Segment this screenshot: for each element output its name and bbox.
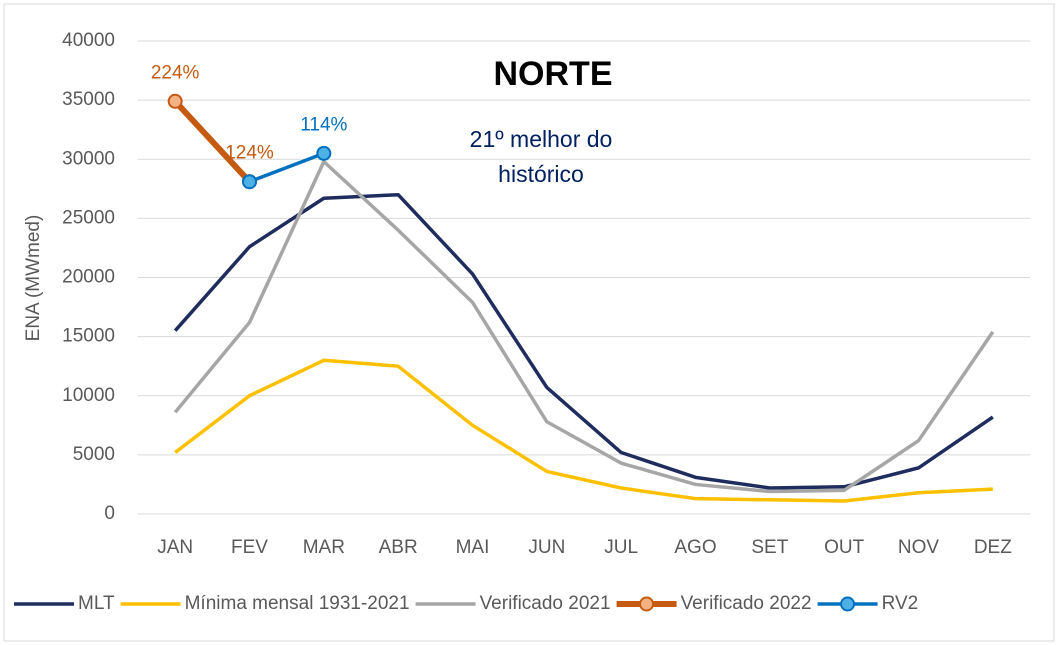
x-tick-label: AGO [674, 537, 716, 558]
x-tick-label: MAR [303, 537, 345, 558]
legend-label: MLT [78, 593, 115, 614]
x-tick-label: DEZ [974, 537, 1012, 558]
y-tick-label: 35000 [62, 89, 115, 110]
marker [167, 93, 183, 109]
y-tick-label: 30000 [62, 148, 115, 169]
x-tick-label: JUN [528, 537, 565, 558]
chart-title: NORTE [494, 55, 613, 93]
series-line [248, 151, 325, 184]
legend-marker [840, 596, 856, 612]
y-tick-label: 40000 [62, 30, 115, 51]
x-tick-label: JAN [157, 537, 193, 558]
x-tick-label: JUL [604, 537, 638, 558]
data-label: 124% [225, 143, 274, 164]
x-tick-label: ABR [379, 537, 418, 558]
legend-label: Mínima mensal 1931-2021 [185, 593, 410, 614]
y-tick-label: 15000 [62, 326, 115, 347]
x-tick-label: OUT [824, 537, 865, 558]
series-line [173, 159, 995, 494]
x-tick-label: FEV [231, 537, 268, 558]
annotation: 21º melhor do [470, 126, 613, 152]
legend-marker [639, 596, 655, 612]
annotation: histórico [498, 161, 584, 187]
x-tick-label: NOV [898, 537, 940, 558]
y-tick-label: 25000 [62, 207, 115, 228]
data-label: 114% [300, 114, 347, 135]
legend-label: Verificado 2022 [681, 593, 812, 614]
data-label: 224% [151, 62, 200, 83]
y-tick-label: 10000 [62, 385, 115, 406]
legend-label: RV2 [882, 593, 919, 614]
legend-label: Verificado 2021 [480, 593, 611, 614]
marker [316, 145, 332, 161]
y-tick-label: 5000 [73, 444, 115, 465]
series-line [174, 358, 993, 503]
series-line [172, 99, 252, 184]
y-axis-label: ENA (MWmed) [23, 215, 44, 342]
marker [242, 174, 257, 190]
x-tick-label: MAI [456, 537, 490, 558]
y-tick-label: 20000 [62, 267, 115, 288]
x-tick-label: SET [751, 537, 788, 558]
y-tick-label: 0 [104, 503, 115, 524]
chart-border [3, 3, 1055, 642]
